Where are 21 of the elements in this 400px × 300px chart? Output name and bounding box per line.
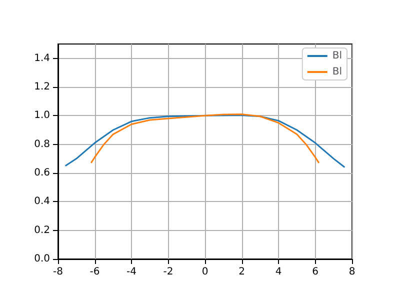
y-tick-label: 1.4	[34, 52, 50, 64]
x-tick-label: -8	[53, 266, 63, 278]
y-tick-label: 1.0	[34, 110, 50, 122]
x-tick-label: 2	[238, 266, 245, 278]
line-series	[64, 114, 346, 168]
x-tick-label: -4	[126, 266, 136, 278]
x-tick-label: -2	[163, 266, 174, 278]
legend-label: Bl	[332, 66, 342, 78]
y-tick-label: 0.0	[34, 254, 50, 264]
x-tick-label: 6	[312, 266, 318, 278]
x-tick-label: 0	[202, 266, 208, 278]
y-tick-label: 0.8	[34, 138, 50, 150]
y-tick-label: 0.2	[34, 224, 50, 236]
x-tick-label: 4	[275, 266, 282, 278]
x-tick-label: -6	[90, 266, 100, 278]
legend-label: Bl	[332, 50, 342, 62]
y-tick-label: 0.6	[34, 168, 50, 178]
y-tick-label: 0.4	[34, 196, 50, 208]
x-tick-label: 8	[348, 266, 356, 278]
y-tick-label: 1.2	[34, 82, 50, 92]
line-series	[90, 113, 320, 164]
